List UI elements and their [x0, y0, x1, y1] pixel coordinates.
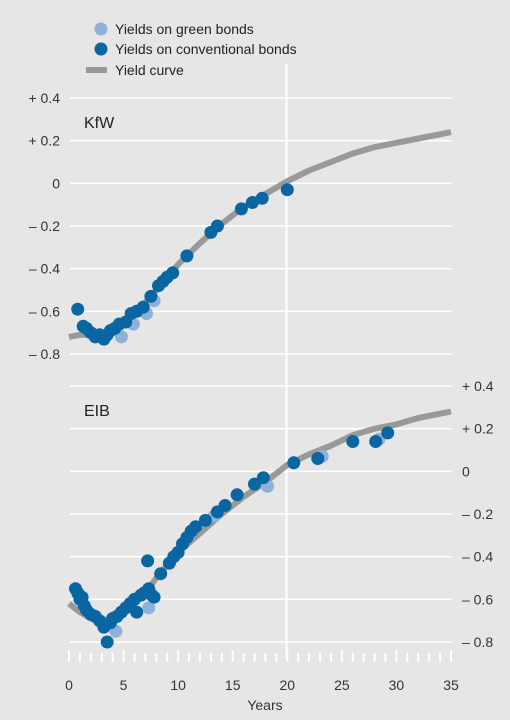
legend: Yields on green bonds Yields on conventio… — [86, 21, 297, 78]
conventional-bond-point — [147, 590, 161, 604]
y-tick-label: – 0.8 — [462, 634, 493, 650]
conventional-bond-point — [256, 471, 270, 485]
x-tick-label: 5 — [120, 677, 128, 693]
x-tick-label: 35 — [443, 677, 459, 693]
conventional-bond-point — [180, 249, 194, 263]
legend-marker — [94, 42, 108, 56]
conventional-bond-point — [198, 513, 212, 527]
y-tick-label: + 0.2 — [462, 421, 494, 437]
x-tick-label: 0 — [65, 677, 73, 693]
y-tick-label: – 0.6 — [462, 591, 493, 607]
x-tick-label: 30 — [389, 677, 405, 693]
x-tick-label: 20 — [279, 677, 295, 693]
conventional-bond-point — [154, 567, 168, 581]
y-tick-label: – 0.4 — [29, 261, 60, 277]
data-points — [69, 183, 395, 649]
conventional-bond-point — [346, 435, 360, 448]
conventional-bond-point — [311, 452, 325, 465]
legend-label: Yields on conventional bonds — [115, 41, 297, 57]
conventional-bond-point — [141, 554, 155, 568]
conventional-bond-point — [234, 202, 248, 216]
conventional-bond-point — [166, 266, 180, 280]
x-tick-label: 25 — [334, 677, 350, 693]
conventional-bond-point — [280, 183, 294, 197]
conventional-bond-point — [255, 191, 269, 205]
conventional-bond-point — [71, 302, 85, 316]
y-tick-label: 0 — [462, 463, 470, 479]
y-tick-label: + 0.4 — [462, 378, 494, 394]
conventional-bond-point — [369, 435, 383, 448]
panel-title: KfW — [84, 115, 115, 132]
legend-label: Yields on green bonds — [115, 21, 254, 37]
conventional-bond-point — [136, 300, 150, 314]
conventional-bond-point — [381, 426, 395, 440]
panel-title: EIB — [84, 403, 110, 420]
axis-labels: + 0.4 + 0.2 0 – 0.2 – 0.4 – 0.6 – 0.8 KfW + 0.4 +… — [28, 90, 493, 713]
conventional-bond-point — [210, 219, 224, 233]
conventional-bond-point — [218, 499, 232, 512]
y-tick-label: 0 — [52, 175, 60, 191]
conventional-bond-point — [287, 456, 301, 470]
green-bond-point — [142, 601, 156, 615]
conventional-bond-point — [100, 635, 114, 649]
x-tick-label: 15 — [225, 677, 241, 693]
y-tick-label: + 0.4 — [28, 90, 60, 106]
conventional-bond-point — [245, 196, 259, 209]
x-tick-label: 10 — [170, 677, 186, 693]
y-tick-label: + 0.2 — [28, 133, 60, 149]
y-tick-label: – 0.2 — [29, 218, 60, 234]
legend-marker — [94, 22, 108, 36]
conventional-bond-point — [230, 488, 244, 502]
y-tick-label: – 0.4 — [462, 549, 493, 565]
conventional-bond-point — [189, 520, 203, 534]
y-tick-label: – 0.2 — [462, 506, 493, 522]
conventional-bond-point — [144, 289, 158, 303]
legend-label: Yield curve — [115, 62, 184, 78]
y-tick-label: – 0.8 — [29, 346, 60, 362]
y-tick-label: – 0.6 — [29, 303, 60, 319]
x-axis-label: Years — [247, 697, 282, 713]
conventional-bond-point — [130, 605, 144, 619]
